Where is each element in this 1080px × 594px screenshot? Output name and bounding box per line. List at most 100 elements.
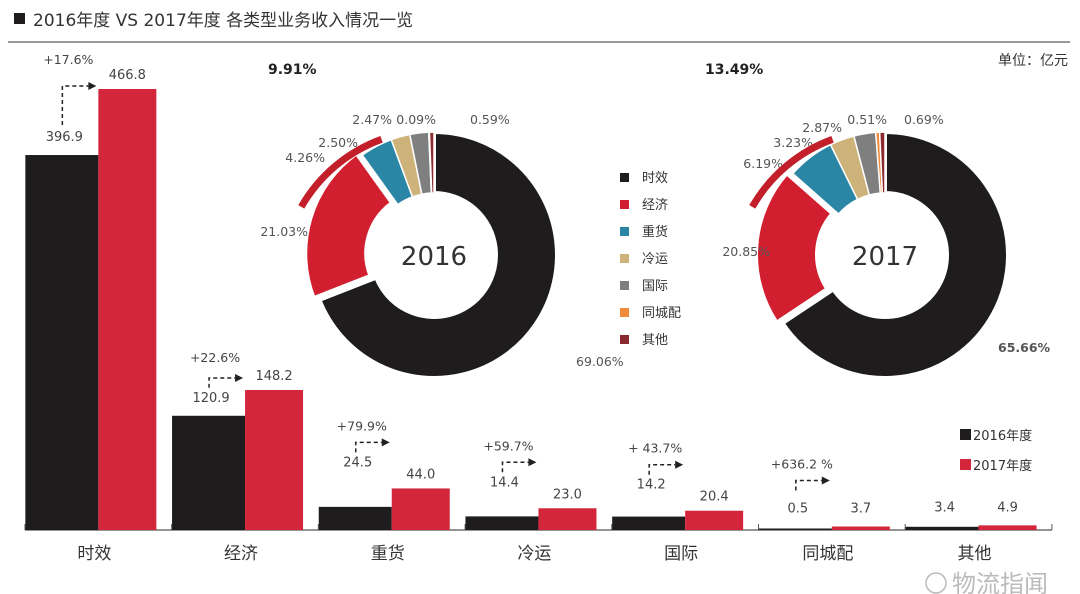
- legend-label: 2017年度: [973, 458, 1032, 474]
- value-label-2016: 24.5: [343, 455, 372, 470]
- growth-arrowhead: [88, 82, 97, 90]
- value-label-2017: 148.2: [255, 369, 292, 384]
- value-label-2016: 14.2: [637, 478, 666, 493]
- growth-label: +79.9%: [337, 418, 387, 433]
- bar-2017-国际: [685, 510, 744, 530]
- growth-arrow: [648, 463, 676, 475]
- bar-2016-国际: [612, 516, 686, 530]
- legend-swatch-2016年度: [960, 429, 971, 440]
- pie-legend-label: 其他: [642, 333, 668, 348]
- donut-slice-label: 3.23%: [773, 135, 813, 150]
- growth-label: +22.6%: [190, 350, 240, 365]
- value-label-2017: 44.0: [406, 467, 435, 482]
- title-marker: [14, 13, 25, 24]
- donut-slice-label: 65.66%: [998, 340, 1051, 355]
- highlight-label: 13.49%: [705, 62, 763, 78]
- title-divider: [8, 41, 1070, 43]
- growth-arrowhead: [235, 374, 244, 382]
- pie-legend-label: 时效: [642, 171, 668, 186]
- bar-2017-同城配: [831, 526, 890, 530]
- donut-center-label: 2017: [852, 242, 918, 272]
- donut-2017-slice-时效: [779, 129, 1010, 380]
- unit-label: 单位：亿元: [998, 53, 1068, 69]
- donut-2017-slice-其他: [878, 131, 886, 194]
- category-label-冷运: 冷运: [517, 544, 551, 564]
- bar-2016-时效: [25, 155, 99, 531]
- donut-2016-slice-时效: [316, 129, 559, 380]
- category-label-经济: 经济: [224, 544, 258, 564]
- bar-2017-重货: [391, 488, 450, 530]
- category-label-其他: 其他: [958, 544, 992, 564]
- bar-2017-时效: [98, 89, 157, 530]
- highlight-label: 9.91%: [268, 62, 317, 78]
- pie-legend-swatch-国际: [620, 281, 629, 290]
- chart-title: 2016年度 VS 2017年度 各类型业务收入情况一览: [14, 6, 413, 31]
- pie-legend-swatch-同城配: [620, 308, 629, 317]
- growth-arrowhead: [675, 460, 684, 469]
- growth-label: +636.2 %: [771, 457, 833, 472]
- donut-slice-label: 69.06%: [576, 354, 624, 369]
- growth-label: + 43.7%: [628, 441, 682, 456]
- category-label-国际: 国际: [664, 544, 698, 564]
- donut-2017-slice-经济: [754, 170, 836, 326]
- value-label-2017: 3.7: [851, 502, 872, 517]
- donut-slice-label: 2.47%: [352, 112, 392, 127]
- donut-slice-label: 2.87%: [802, 120, 842, 135]
- value-label-2017: 20.4: [700, 490, 729, 505]
- value-label-2016: 3.4: [934, 500, 955, 515]
- pie-legend-label: 经济: [642, 198, 668, 213]
- pie-legend-label: 冷运: [642, 252, 668, 267]
- bar-2017-经济: [245, 389, 304, 530]
- growth-label: +17.6%: [43, 52, 93, 67]
- growth-arrowhead: [528, 458, 537, 467]
- pie-legend-swatch-其他: [620, 335, 629, 344]
- growth-arrow: [501, 461, 529, 473]
- legend-swatch-2017年度: [960, 459, 971, 470]
- value-label-2016: 120.9: [192, 391, 229, 406]
- watermark-logo-icon: [925, 572, 947, 594]
- bar-2017-冷运: [538, 508, 597, 530]
- pie-legend-swatch-重货: [620, 227, 629, 236]
- pie-legend-swatch-经济: [620, 200, 629, 209]
- bar-2016-经济: [172, 415, 246, 530]
- growth-arrow: [795, 479, 822, 491]
- category-label-时效: 时效: [77, 544, 111, 564]
- pie-legend-swatch-冷运: [620, 254, 629, 263]
- growth-arrowhead: [381, 438, 390, 447]
- pie-legend-label: 重货: [642, 224, 668, 240]
- pie-legend-label: 国际: [642, 279, 668, 294]
- pie-legend-label: 同城配: [642, 306, 681, 321]
- category-label-同城配: 同城配: [802, 544, 853, 564]
- donut-slice-label: 4.26%: [285, 150, 325, 165]
- category-label-重货: 重货: [371, 544, 405, 564]
- title-text: 2016年度 VS 2017年度 各类型业务收入情况一览: [33, 11, 414, 31]
- bar-2016-重货: [318, 506, 392, 530]
- donut-slice-label: 0.51%: [847, 112, 887, 127]
- highlight-arc: [298, 135, 383, 209]
- growth-arrow: [61, 85, 89, 126]
- highlight-arc: [749, 135, 834, 209]
- value-label-2017: 4.9: [997, 500, 1018, 515]
- donut-slice-label: 20.85%: [722, 244, 770, 259]
- bar-2016-同城配: [758, 528, 832, 530]
- growth-arrow: [208, 377, 236, 388]
- growth-arrow: [355, 441, 382, 453]
- donut-slice-label: 6.19%: [743, 156, 783, 171]
- donut-slice-label: 0.69%: [904, 112, 944, 127]
- bar-2016-冷运: [465, 516, 539, 530]
- bar-2016-其他: [905, 526, 979, 530]
- donut-2016-slice-其他: [428, 131, 435, 194]
- bar-2017-其他: [978, 525, 1037, 530]
- growth-label: +59.7%: [483, 438, 533, 453]
- value-label-2016: 396.9: [46, 130, 83, 145]
- donut-slice-label: 0.59%: [470, 112, 510, 127]
- growth-arrowhead: [821, 476, 830, 485]
- watermark: 物流指闻: [952, 570, 1048, 594]
- value-label-2017: 466.8: [109, 68, 146, 83]
- legend-label: 2016年度: [973, 428, 1032, 444]
- donut-slice-label: 0.09%: [396, 112, 436, 127]
- value-label-2017: 23.0: [553, 487, 582, 502]
- value-label-2016: 14.4: [490, 475, 519, 490]
- donut-slice-label: 2.50%: [318, 135, 358, 150]
